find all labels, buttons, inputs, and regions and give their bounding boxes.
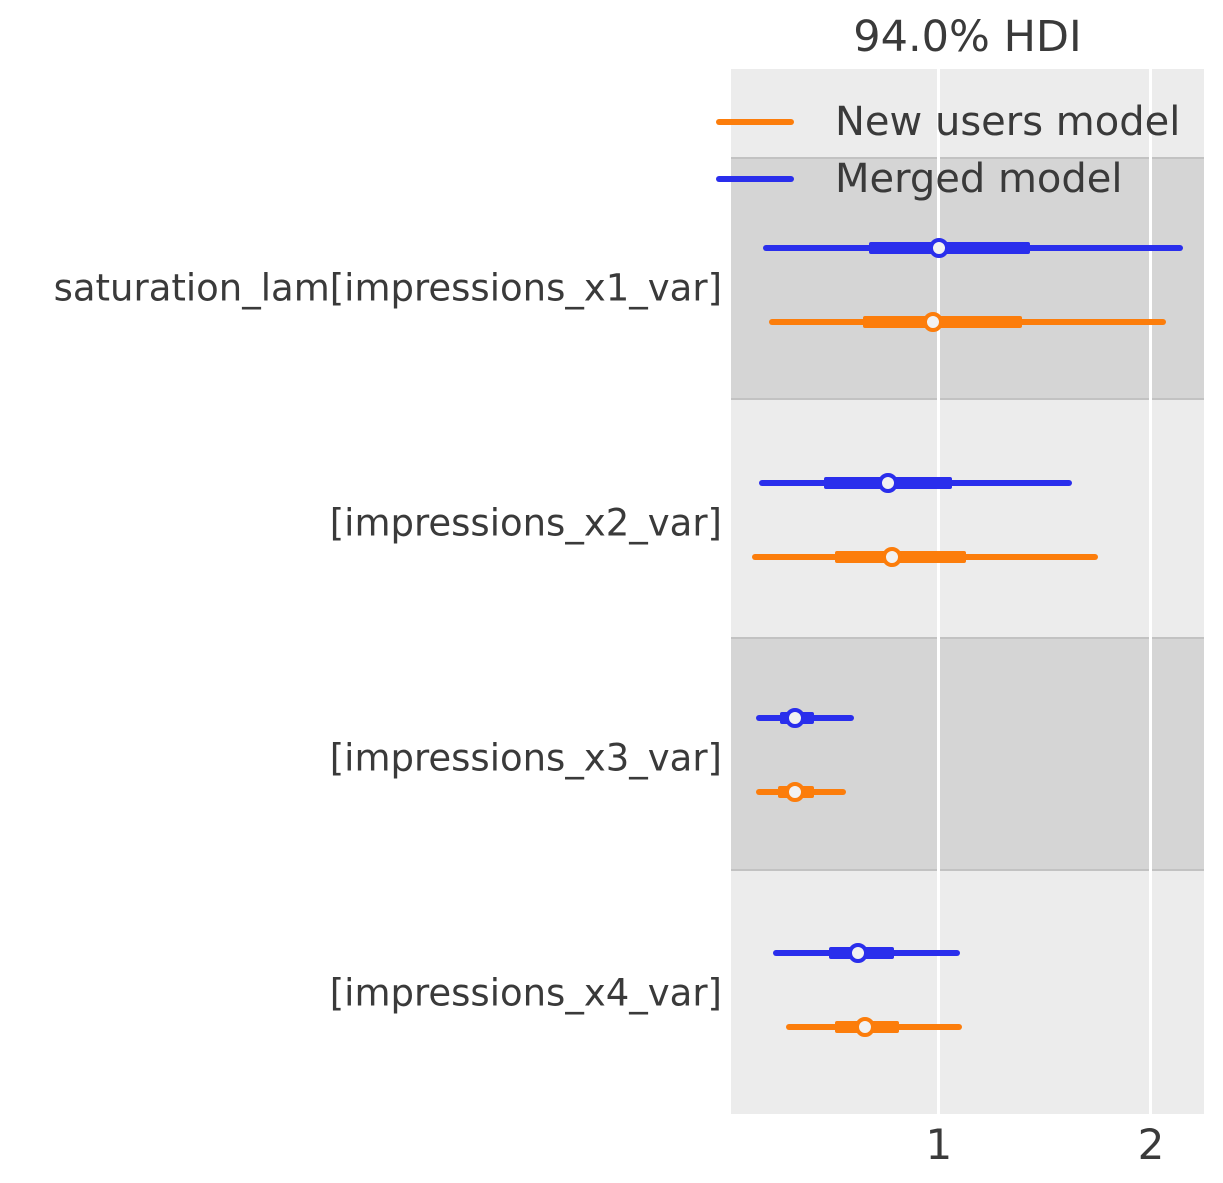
- y-axis-label: [impressions_x2_var]: [329, 501, 722, 545]
- y-axis-label: [impressions_x3_var]: [329, 736, 722, 780]
- median-dot: [848, 942, 869, 963]
- legend-line-sample: [716, 175, 794, 182]
- median-dot: [877, 472, 898, 493]
- median-dot: [882, 546, 903, 567]
- y-axis-label: [impressions_x4_var]: [329, 971, 722, 1015]
- legend-item-label: New users model: [835, 98, 1181, 145]
- chart-title: 94.0% HDI: [853, 12, 1082, 62]
- y-axis-label: saturation_lam[impressions_x1_var]: [53, 266, 722, 309]
- gridline: [1149, 69, 1153, 1114]
- median-dot: [784, 707, 805, 728]
- gridline: [937, 69, 941, 1114]
- iqr-line: [868, 241, 1031, 254]
- legend-line-sample: [716, 118, 794, 125]
- median-dot: [854, 1016, 875, 1037]
- x-tick-label: 2: [1137, 1120, 1165, 1169]
- median-dot: [784, 781, 805, 802]
- shaded-band: [731, 157, 1204, 400]
- legend-item-label: Merged model: [835, 155, 1123, 202]
- median-dot: [922, 311, 943, 332]
- median-dot: [928, 237, 949, 258]
- shaded-band: [731, 636, 1204, 871]
- x-tick-label: 1: [925, 1120, 953, 1169]
